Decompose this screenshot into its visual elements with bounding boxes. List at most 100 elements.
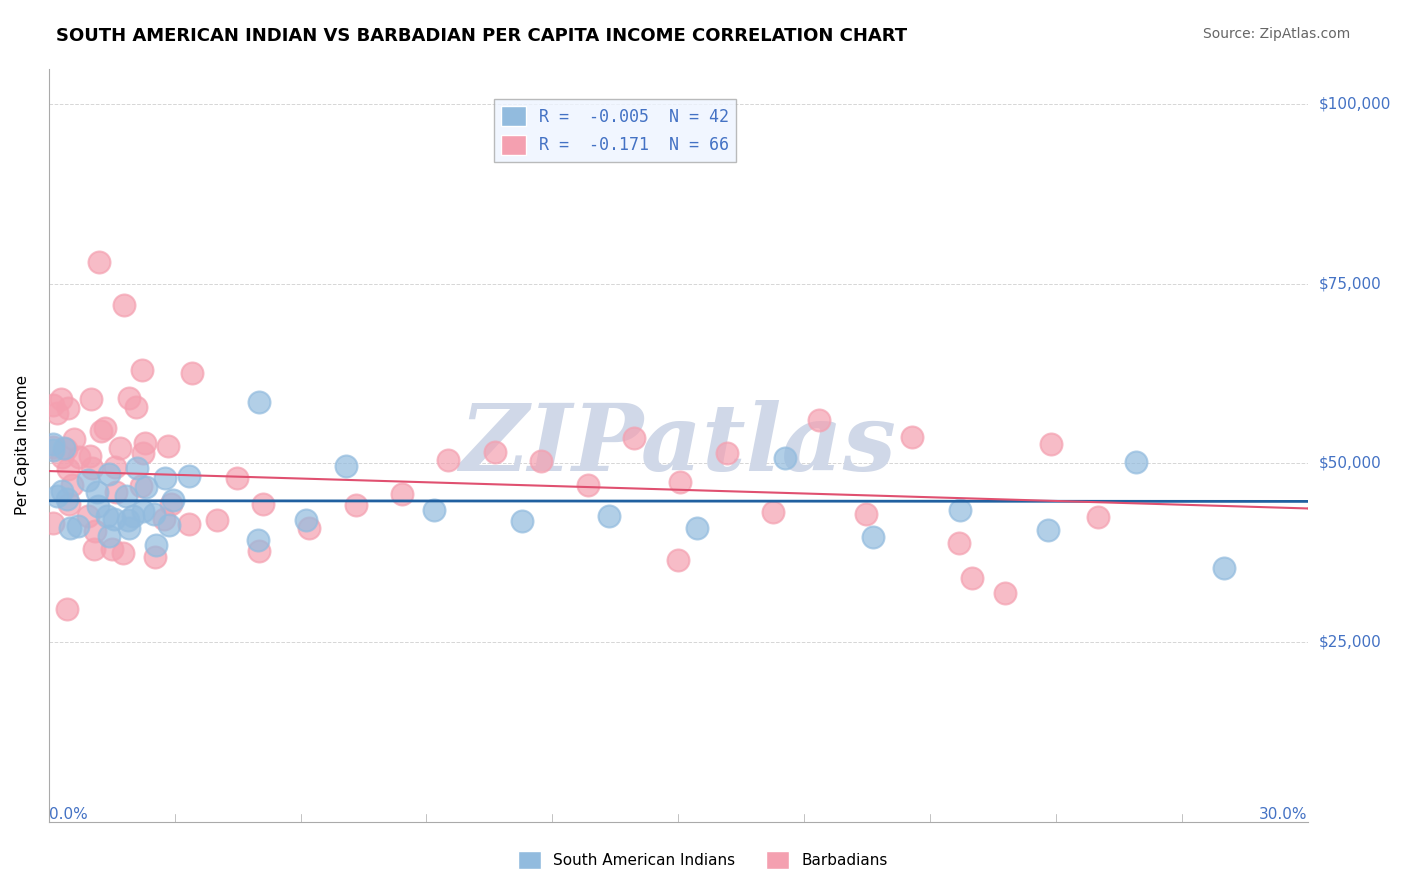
Barbadians [79,449,101,463]
Barbadians [60,478,83,492]
South American Indians [51,483,73,498]
Barbadians [112,298,135,312]
South American Indians [1036,523,1059,537]
Text: Source: ZipAtlas.com: Source: ZipAtlas.com [1202,27,1350,41]
Legend: R =  -0.005  N = 42, R =  -0.171  N = 66: R = -0.005 N = 42, R = -0.171 N = 66 [495,99,735,161]
Barbadians [110,442,132,456]
South American Indians [135,480,157,494]
Barbadians [83,541,105,556]
South American Indians [125,461,148,475]
Barbadians [93,420,115,434]
Barbadians [104,459,127,474]
Barbadians [960,572,983,586]
South American Indians [179,469,201,483]
Barbadians [157,439,180,453]
Barbadians [530,454,553,468]
Barbadians [181,366,204,380]
South American Indians [86,485,108,500]
Barbadians [484,445,506,459]
South American Indians [949,503,972,517]
South American Indians [295,513,318,527]
Barbadians [56,602,79,616]
Barbadians [948,536,970,550]
South American Indians [157,518,180,533]
Barbadians [49,392,72,406]
Barbadians [82,461,104,475]
South American Indians [773,450,796,465]
South American Indians [66,518,89,533]
Barbadians [855,508,877,522]
South American Indians [153,471,176,485]
Barbadians [90,425,112,439]
South American Indians [118,521,141,535]
Barbadians [80,392,103,406]
Barbadians [63,432,86,446]
Text: $100,000: $100,000 [1319,97,1391,112]
Text: ZIPatlas: ZIPatlas [460,400,897,490]
South American Indians [117,513,139,527]
Barbadians [226,471,249,485]
South American Indians [686,521,709,535]
Barbadians [100,542,122,557]
South American Indians [56,491,79,506]
South American Indians [98,529,121,543]
Barbadians [437,453,460,467]
Barbadians [576,478,599,492]
Barbadians [298,521,321,535]
Barbadians [42,516,65,530]
South American Indians [98,467,121,482]
Barbadians [45,406,67,420]
Barbadians [177,516,200,531]
Barbadians [131,363,153,377]
Barbadians [51,450,73,465]
South American Indians [115,489,138,503]
South American Indians [53,441,76,455]
South American Indians [59,521,82,535]
South American Indians [162,493,184,508]
Text: SOUTH AMERICAN INDIAN VS BARBADIAN PER CAPITA INCOME CORRELATION CHART: SOUTH AMERICAN INDIAN VS BARBADIAN PER C… [56,27,907,45]
South American Indians [145,538,167,552]
Barbadians [666,553,689,567]
Legend: South American Indians, Barbadians: South American Indians, Barbadians [512,845,894,875]
South American Indians [247,395,270,409]
Barbadians [623,431,645,445]
South American Indians [77,473,100,487]
Barbadians [134,436,156,450]
Barbadians [76,508,98,523]
Text: $50,000: $50,000 [1319,456,1381,470]
Barbadians [901,430,924,444]
South American Indians [247,533,270,547]
Barbadians [58,497,80,511]
South American Indians [598,508,620,523]
Barbadians [205,513,228,527]
South American Indians [45,489,67,503]
South American Indians [132,504,155,518]
South American Indians [1125,455,1147,469]
Barbadians [344,498,367,512]
Text: $75,000: $75,000 [1319,277,1381,291]
Y-axis label: Per Capita Income: Per Capita Income [15,375,30,515]
Barbadians [1087,509,1109,524]
Barbadians [42,440,65,454]
South American Indians [510,514,533,528]
Barbadians [42,398,65,412]
Barbadians [391,487,413,501]
Barbadians [55,442,77,456]
Barbadians [105,484,128,499]
South American Indians [86,499,108,513]
Barbadians [56,461,79,475]
South American Indians [1212,561,1234,575]
Barbadians [87,255,110,269]
Text: $25,000: $25,000 [1319,635,1381,649]
South American Indians [335,458,357,473]
Text: 0.0%: 0.0% [49,807,87,822]
South American Indians [423,503,446,517]
Barbadians [58,401,80,416]
Barbadians [117,391,139,405]
Barbadians [252,497,274,511]
Barbadians [994,586,1017,600]
Barbadians [131,446,153,460]
Barbadians [67,450,90,465]
Barbadians [143,549,166,564]
Barbadians [153,512,176,526]
